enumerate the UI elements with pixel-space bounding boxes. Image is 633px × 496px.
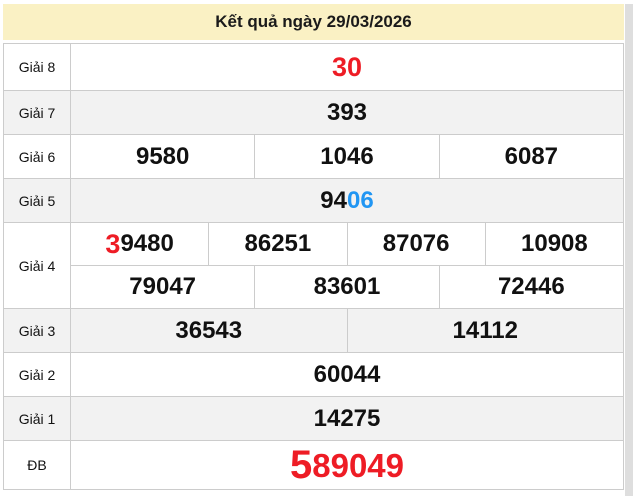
prize-number-part: 3 [105,228,121,259]
prize-label: Giải 5 [4,179,71,222]
prize-line: 14275 [71,397,623,440]
prize-number-part: 9580 [135,142,190,170]
prize-number-cell: 83601 [254,266,438,308]
prize-number-part: 1046 [320,142,374,170]
results-title: Kết quả ngày 29/03/2026 [215,12,412,31]
prize-line: 79047 83601 72446 [71,265,623,308]
prize-number-part: 30 [331,51,363,82]
prize-row-giai-4: Giải 4 3 9480 86251 87076 10908 79047 83601 7244… [4,222,623,308]
prize-row-giai-8: Giải 8 30 [4,44,623,90]
prize-label: Giải 6 [4,135,71,178]
prize-number-cell: 14112 [346,309,624,352]
prize-number-part: 9480 [120,230,174,257]
prize-number-part: 06 [347,186,374,214]
prize-number-cell: 1046 [254,135,438,178]
prize-label: ĐB [4,441,71,489]
page-edge-strip [625,4,633,496]
prize-number-part: 87076 [382,230,450,257]
prize-number-cell: 79047 [71,266,254,308]
prize-row-giai-2: Giải 2 60044 [4,352,623,396]
prize-row-giai-1: Giải 1 14275 [4,396,623,440]
prize-number-cell: 60044 [71,353,623,396]
prize-values: 393 [71,91,623,134]
lottery-results-card: Kết quả ngày 29/03/2026 Giải 8 30 Giải 7 39… [0,4,625,490]
prize-values: 9580 1046 6087 [71,135,623,178]
prize-values: 30 [71,44,623,90]
prize-number-cell: 10908 [484,223,623,265]
prize-line: 60044 [71,353,623,396]
prize-line: 9580 1046 6087 [71,135,623,178]
prize-number-cell: 30 [71,44,623,90]
prize-number-part: 60044 [313,360,381,388]
prize-number-part: 393 [326,98,368,126]
prize-line: 3 9480 86251 87076 10908 [71,223,623,265]
prize-number-part: 72446 [497,273,565,300]
prize-row--b: ĐB 5 89049 [4,440,623,489]
prize-number-part: 6087 [504,142,559,170]
prize-number-cell: 9580 [71,135,254,178]
prize-label: Giải 2 [4,353,71,396]
prize-number-cell: 5 89049 [71,441,623,489]
prize-number-part: 14112 [452,316,518,344]
prize-line: 30 [71,44,623,90]
prize-number-part: 36543 [175,316,243,344]
prize-number-cell: 6087 [438,135,623,178]
prize-number-part: 94 [320,186,347,214]
prize-row-giai-5: Giải 5 94 06 [4,178,623,222]
prize-label: Giải 3 [4,309,71,352]
prize-number-cell: 393 [71,91,623,134]
prize-row-giai-3: Giải 3 36543 14112 [4,308,623,352]
prize-line: 36543 14112 [71,309,623,352]
prize-number-cell: 3 9480 [71,223,208,265]
prize-number-part: 86251 [244,230,312,257]
prize-label: Giải 8 [4,44,71,90]
results-table: Giải 8 30 Giải 7 393 Giải 6 9580 1046 6087 Giải … [3,43,624,490]
prize-values: 3 9480 86251 87076 10908 79047 83601 72446 [71,223,623,308]
prize-values: 60044 [71,353,623,396]
prize-line: 94 06 [71,179,623,222]
prize-values: 5 89049 [71,441,623,489]
results-header: Kết quả ngày 29/03/2026 [3,4,624,40]
prize-number-part: 14275 [313,404,381,432]
prize-number-cell: 87076 [346,223,485,265]
prize-number-part: 83601 [313,273,381,300]
prize-values: 36543 14112 [71,309,623,352]
prize-label: Giải 7 [4,91,71,134]
prize-number-part: 5 [289,443,313,487]
prize-label: Giải 4 [4,223,71,308]
prize-values: 94 06 [71,179,623,222]
prize-number-part: 89049 [312,446,404,484]
prize-number-part: 10908 [521,230,588,257]
prize-number-part: 79047 [129,273,197,300]
prize-number-cell: 72446 [438,266,623,308]
prize-line: 5 89049 [71,441,623,489]
prize-line: 393 [71,91,623,134]
prize-row-giai-7: Giải 7 393 [4,90,623,134]
prize-values: 14275 [71,397,623,440]
prize-number-cell: 36543 [71,309,347,352]
prize-label: Giải 1 [4,397,71,440]
prize-number-cell: 14275 [71,397,623,440]
prize-number-cell: 94 06 [71,179,623,222]
prize-row-giai-6: Giải 6 9580 1046 6087 [4,134,623,178]
prize-number-cell: 86251 [208,223,346,265]
